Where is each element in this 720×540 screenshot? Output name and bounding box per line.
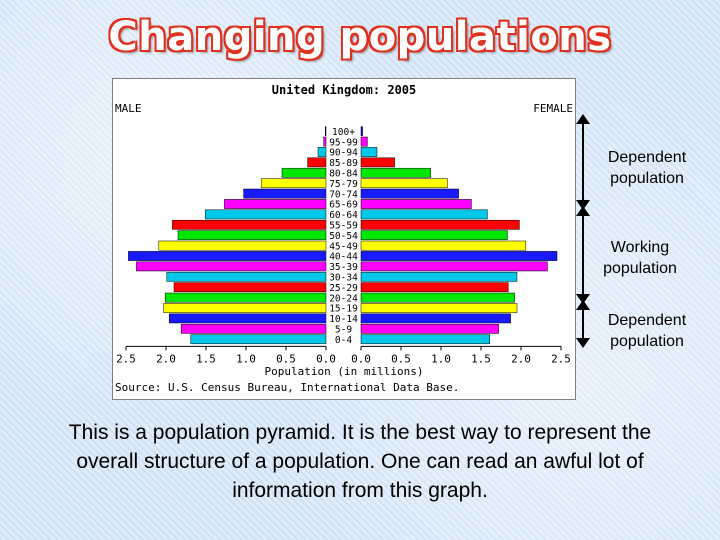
age-label-45-49: 45-49	[329, 241, 358, 252]
female-bar-65-69	[360, 199, 472, 209]
male-bar-85-89	[307, 157, 327, 168]
male-bar-50-54	[177, 230, 327, 241]
female-bar-25-29	[360, 282, 509, 293]
male-tick-label-0.5: 0.5	[276, 352, 296, 365]
age-label-90-94: 90-94	[329, 148, 358, 159]
female-bar-55-59	[360, 219, 520, 230]
female-tick-label-1.0: 1.0	[431, 352, 451, 365]
pyramid-svg: United Kingdom: 2005 MALE FEMALE 100+95-…	[115, 83, 573, 394]
female-tick-label-2.5: 2.5	[551, 352, 571, 365]
source-note: Source: U.S. Census Bureau, Internationa…	[115, 381, 459, 394]
age-label-50-54: 50-54	[329, 231, 358, 242]
male-tick-label-2.5: 2.5	[116, 352, 136, 365]
female-tick-label-0.5: 0.5	[391, 352, 411, 365]
arrow-dependent-bottom	[576, 300, 590, 348]
slide-title: Changing populations	[108, 14, 612, 60]
male-bar-65-69	[224, 199, 327, 209]
age-label-10-14: 10-14	[329, 314, 358, 325]
male-bar-55-59	[172, 219, 327, 230]
male-bar-100+	[324, 126, 327, 137]
female-bar-15-19	[360, 303, 518, 313]
slide-caption: This is a population pyramid. It is the …	[68, 421, 652, 502]
male-bar-45-49	[158, 240, 327, 251]
age-label-85-89: 85-89	[329, 158, 358, 169]
age-label-35-39: 35-39	[329, 262, 358, 273]
female-tick-label-2.0: 2.0	[511, 352, 531, 365]
male-bar-60-64	[204, 209, 327, 220]
female-bar-100+	[360, 126, 363, 137]
population-pyramid-chart: United Kingdom: 2005 MALE FEMALE 100+ 95-…	[112, 78, 576, 400]
female-bar-10-14	[360, 313, 511, 324]
female-bar-60-64	[360, 209, 488, 220]
male-bar-25-29	[173, 282, 327, 293]
female-bar-0-4	[360, 334, 491, 345]
male-bar-30-34	[166, 271, 327, 282]
x-axis-label: Population (in millions)	[265, 365, 424, 378]
female-bar-70-74	[360, 188, 459, 199]
age-label-5-9: 5-9	[335, 325, 352, 336]
male-tick-label-2.0: 2.0	[156, 352, 176, 365]
female-bar-75-79	[360, 178, 448, 189]
male-bars	[128, 126, 327, 345]
male-bar-10-14	[168, 313, 327, 324]
male-bar-0-4	[190, 334, 327, 345]
age-label-75-79: 75-79	[329, 179, 358, 190]
bracket-arrows	[576, 114, 590, 348]
chart-title: United Kingdom: 2005	[272, 83, 417, 97]
female-bar-95-99	[360, 136, 368, 147]
male-bar-5-9	[180, 323, 327, 334]
female-tick-label-0.0: 0.0	[351, 352, 371, 365]
annotation-dependent-bottom: Dependent population	[607, 312, 687, 350]
age-label-0-4: 0-4	[335, 335, 352, 346]
female-bar-40-44	[360, 251, 558, 261]
male-label: MALE	[115, 102, 142, 115]
male-bar-95-99	[323, 136, 327, 147]
arrow-working	[576, 206, 590, 304]
age-labels: 100+95-9990-9485-8980-8475-7970-7465-696…	[329, 127, 358, 346]
male-bar-80-84	[281, 167, 327, 178]
male-bar-15-19	[163, 303, 327, 313]
male-bar-20-24	[164, 292, 327, 303]
annotation-working: Working population	[603, 239, 677, 277]
female-bar-80-84	[360, 167, 431, 178]
annotation-dependent-top: Dependent population	[607, 149, 687, 187]
female-bar-30-34	[360, 271, 518, 282]
male-tick-label-1.0: 1.0	[236, 352, 256, 365]
female-tick-label-1.5: 1.5	[471, 352, 491, 365]
arrow-dependent-top	[576, 114, 590, 210]
female-bar-45-49	[360, 240, 527, 251]
male-bar-70-74	[243, 188, 327, 199]
male-bar-75-79	[260, 178, 327, 189]
female-bar-5-9	[360, 323, 499, 334]
male-bar-90-94	[317, 147, 327, 157]
age-label-55-59: 55-59	[329, 221, 358, 232]
age-label-70-74: 70-74	[329, 189, 358, 200]
female-bar-50-54	[360, 230, 508, 241]
age-label-95-99: 95-99	[329, 137, 358, 148]
age-label-100+: 100+	[332, 127, 355, 138]
male-tick-label-1.5: 1.5	[196, 352, 216, 365]
tick-labels: 2.5 2.0 1.5 1.0 0.5 0.0 0.0 0.5 1.0 1.5 2.0 2.5	[116, 352, 571, 365]
age-label-60-64: 60-64	[329, 210, 358, 221]
age-label-65-69: 65-69	[329, 200, 358, 211]
female-bar-20-24	[360, 292, 515, 303]
female-bar-90-94	[360, 147, 378, 157]
female-bars	[360, 126, 558, 345]
age-label-40-44: 40-44	[329, 252, 358, 263]
age-label-25-29: 25-29	[329, 283, 358, 294]
male-tick-label-0.0: 0.0	[316, 352, 336, 365]
age-label-20-24: 20-24	[329, 293, 358, 304]
age-label-15-19: 15-19	[329, 304, 358, 315]
male-bar-40-44	[128, 251, 327, 261]
female-bar-85-89	[360, 157, 395, 168]
female-bar-35-39	[360, 261, 548, 272]
age-label-30-34: 30-34	[329, 273, 358, 284]
female-label: FEMALE	[533, 102, 573, 115]
age-label-80-84: 80-84	[329, 169, 358, 180]
axes	[125, 345, 562, 351]
male-bar-35-39	[136, 261, 327, 272]
